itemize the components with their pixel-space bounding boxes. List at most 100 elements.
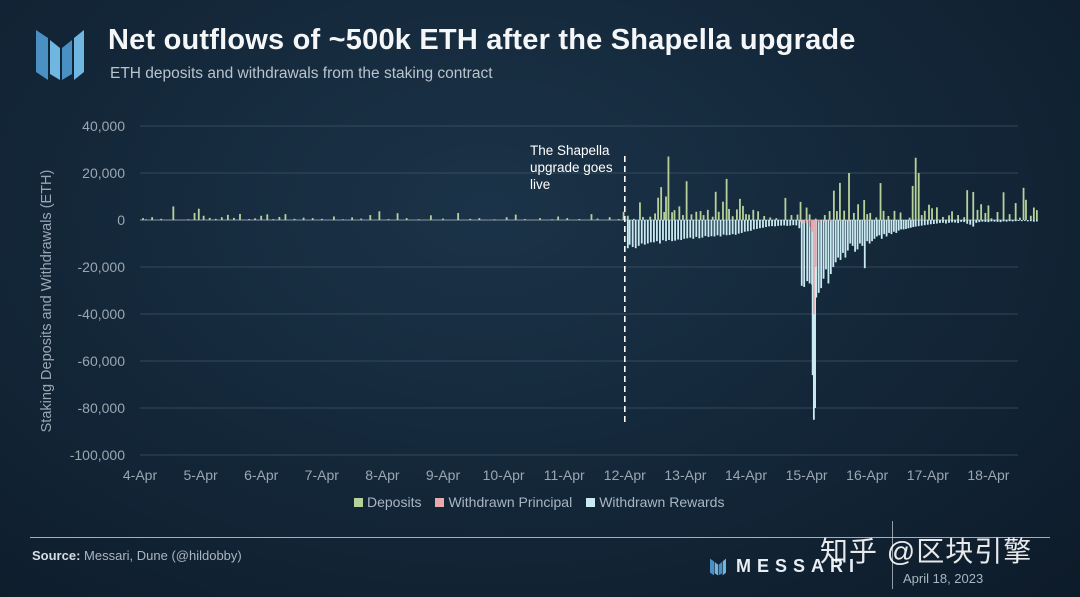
withdrawn-rewards-bar [892, 220, 895, 232]
withdrawn-rewards-bar [871, 220, 873, 242]
deposit-bar [387, 219, 390, 220]
annotation-text: The Shapella [530, 143, 610, 158]
x-tick-label: 8-Apr [365, 467, 400, 483]
withdrawn-rewards-bar [626, 220, 629, 249]
withdrawn-rewards-bar [839, 220, 842, 260]
withdrawn-principal-bar [802, 220, 805, 224]
withdrawn-rewards-bar [716, 220, 719, 236]
deposit-bar [745, 214, 747, 220]
deposit-bar [266, 214, 269, 220]
withdrawn-rewards-bar [1032, 220, 1035, 222]
withdrawn-principal-bar [805, 220, 808, 224]
withdrawn-rewards-bar [975, 220, 978, 223]
deposit-bar [805, 207, 808, 220]
withdrawn-principal-bar [823, 220, 826, 222]
withdrawn-rewards-bar [1023, 220, 1026, 221]
deposit-bar [272, 219, 275, 220]
deposit-bar [671, 212, 673, 220]
deposit-bar [980, 204, 983, 220]
gridlines [140, 125, 1018, 456]
withdrawn-rewards-bar [990, 220, 993, 222]
withdrawn-rewards-bar [951, 220, 953, 223]
withdrawn-rewards-bar [895, 220, 898, 233]
deposit-bar [731, 216, 734, 220]
deposit-bar [869, 212, 872, 220]
withdrawn-rewards-bar [631, 220, 634, 248]
withdrawn-rewards-bar [820, 220, 823, 289]
withdrawn-rewards-bar [846, 220, 849, 251]
deposit-bar [608, 217, 611, 220]
deposit-bar [551, 219, 553, 221]
x-tick-label: 12-Apr [604, 467, 646, 483]
deposit-bar [197, 208, 200, 220]
withdrawn-principal-bar [811, 220, 814, 232]
x-tick-label: 13-Apr [664, 467, 706, 483]
withdrawn-rewards-bar [987, 220, 990, 223]
deposit-bar [763, 216, 766, 220]
withdrawn-rewards-bar [920, 220, 923, 226]
withdrawn-rewards-bar [963, 220, 966, 223]
withdrawn-rewards-bar [900, 220, 903, 230]
withdrawn-rewards-bar [798, 220, 801, 229]
deposit-bar [963, 217, 966, 220]
withdrawn-rewards-bar [1029, 220, 1032, 222]
legend-item-deposits: Deposits [354, 494, 421, 510]
footer-divider [30, 537, 1050, 538]
withdrawn-rewards-bar [912, 220, 915, 228]
deposit-bar [685, 181, 688, 220]
deposit-bar [996, 212, 999, 220]
x-tick-label: 4-Apr [123, 467, 158, 483]
withdrawn-rewards-bar [800, 220, 803, 286]
withdrawn-rewards-bar [713, 220, 716, 237]
x-tick-label: 14-Apr [725, 467, 767, 483]
deposit-bar [1022, 187, 1025, 220]
watermark: 知乎 @区块引擎 [820, 536, 1033, 567]
y-tick-label: -20,000 [78, 259, 126, 275]
withdrawn-rewards-bar [786, 220, 789, 226]
withdrawn-rewards-bar [996, 220, 999, 222]
withdrawn-rewards-bar [923, 220, 926, 226]
withdrawn-rewards-bar [868, 220, 871, 244]
deposit-bar [214, 218, 217, 220]
brand-name: MESSARI [736, 556, 861, 576]
withdrawn-rewards-bar [883, 220, 886, 235]
withdrawn-rewards-bar [957, 220, 959, 224]
withdrawn-rewards-bar [740, 220, 743, 233]
y-tick-label: 40,000 [82, 118, 125, 134]
deposit-bar [442, 218, 444, 220]
withdrawn-rewards-bar [756, 220, 758, 229]
y-tick-label: -60,000 [78, 353, 126, 369]
deposit-bar [278, 216, 281, 220]
deposit-bar [796, 214, 799, 220]
deposit-bar [714, 191, 717, 220]
deposit-bar [828, 211, 831, 220]
withdrawn-rewards-bar [897, 220, 900, 231]
deposit-bar [239, 213, 241, 220]
deposit-bar [622, 211, 625, 220]
withdrawn-rewards-bar [759, 220, 761, 229]
withdrawn-rewards-bar [822, 220, 825, 279]
deposit-bar [1002, 192, 1005, 220]
withdrawn-rewards-bar [674, 220, 676, 241]
withdrawn-rewards-bar [859, 220, 861, 244]
deposit-bar [848, 173, 850, 220]
deposit-bar [505, 217, 508, 220]
deposit-bar [748, 214, 750, 220]
deposit-bar [775, 218, 778, 220]
deposit-bar [469, 218, 472, 220]
legend-label-withdrawn-rewards: Withdrawn Rewards [599, 494, 725, 510]
deposit-bar [333, 216, 335, 220]
deposit-bar [557, 216, 560, 220]
x-tick-label: 6-Apr [244, 467, 279, 483]
deposit-bar [957, 215, 959, 220]
deposit-bar [457, 212, 460, 220]
withdrawn-principal-bar [839, 220, 841, 221]
deposit-bar [657, 197, 660, 220]
deposit-bar [948, 215, 950, 220]
deposit-bar [208, 217, 211, 220]
x-axis-ticks: 4-Apr 5-Apr 6-Apr 7-Apr 8-Apr 9-Apr 10-Apr 11-A… [123, 467, 1010, 483]
deposit-bar [769, 217, 772, 220]
footer-brand: MESSARI [708, 556, 860, 577]
withdrawn-rewards-bar [880, 220, 883, 239]
